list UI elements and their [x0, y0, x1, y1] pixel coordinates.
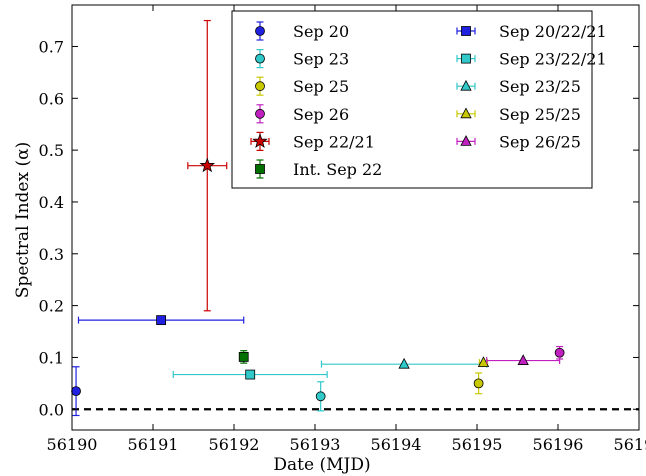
data-point-triangle	[398, 357, 410, 369]
x-axis-label: Date (MJD)	[273, 455, 370, 475]
legend-label: Sep 25/25	[499, 105, 581, 124]
y-axis-label: Spectral Index (α)	[13, 142, 33, 298]
data-point-circle	[71, 386, 81, 397]
x-tick-label: 56192	[209, 435, 260, 454]
data-point-triangle	[517, 354, 529, 365]
legend-label: Sep 22/21	[293, 132, 375, 151]
y-tick-label: 0.5	[39, 141, 64, 160]
data-point-circle	[315, 391, 326, 402]
data-point-star	[199, 157, 216, 173]
series-8	[320, 357, 488, 369]
x-tick-label: 56195	[452, 435, 503, 454]
legend-marker-square	[255, 164, 265, 174]
legend-label: Sep 26	[293, 105, 349, 124]
x-tick-label: 56196	[533, 435, 584, 454]
legend-marker-circle	[255, 53, 265, 64]
series-1	[315, 381, 326, 412]
legend-marker-star	[252, 133, 268, 149]
y-tick-label: 0.1	[39, 348, 64, 367]
y-tick-label: 0.2	[39, 297, 64, 316]
series-7	[172, 369, 328, 380]
x-tick-label: 56191	[128, 435, 179, 454]
legend-entry: Sep 23/25	[456, 77, 581, 96]
plot-area-frame	[71, 4, 640, 431]
x-tick-label: 56194	[371, 435, 422, 454]
data-point-triangle	[477, 356, 490, 368]
legend-entry: Sep 22/21	[250, 131, 375, 151]
legend-label: Sep 25	[293, 77, 349, 96]
legend-marker-triangle	[460, 107, 472, 119]
legend-entry: Sep 25	[255, 76, 349, 96]
legend-entry: Int. Sep 22	[255, 159, 382, 179]
data-point-square	[156, 315, 167, 326]
legend-label: Sep 23	[293, 50, 349, 69]
legend-entry: Sep 20	[255, 21, 349, 41]
legend-label: Sep 20	[293, 22, 349, 41]
series-9	[477, 356, 490, 368]
y-tick-label: 0.7	[39, 37, 64, 56]
legend-marker-square	[461, 26, 471, 36]
legend-marker-circle	[255, 81, 265, 92]
x-tick-label: 56193	[290, 435, 341, 454]
y-tick-label: 0.4	[39, 193, 64, 212]
series-10	[486, 354, 561, 365]
legend-marker-circle	[255, 26, 265, 36]
y-tick-label: 0.3	[39, 245, 64, 264]
legend: Sep 20 Sep 23 Sep 25 Sep 26 Sep 22/21 Int. Se…	[231, 10, 607, 189]
legend-entry: Sep 20/22/21	[456, 22, 607, 41]
data-point-square	[238, 352, 249, 362]
legend-entry: Sep 25/25	[456, 105, 581, 124]
legend-label: Int. Sep 22	[293, 160, 382, 179]
series-5	[238, 350, 249, 364]
x-tick-label: 56197	[614, 435, 646, 454]
legend-marker-square	[461, 53, 471, 64]
legend-entry: Sep 23/22/21	[456, 50, 607, 69]
data-point-circle	[554, 347, 565, 358]
series-2	[473, 372, 484, 395]
x-tick-label: 56190	[47, 435, 98, 454]
legend-label: Sep 20/22/21	[499, 22, 607, 41]
legend-label: Sep 23/22/21	[499, 50, 607, 69]
legend-entry: Sep 26	[255, 104, 349, 124]
legend-marker-triangle	[460, 135, 472, 146]
data-point-circle	[473, 378, 484, 389]
legend-label: Sep 26/25	[499, 132, 581, 151]
legend-marker-triangle	[460, 79, 472, 91]
data-point-square	[245, 369, 256, 380]
y-tick-label: 0.0	[39, 400, 64, 419]
y-tick-label: 0.6	[39, 89, 64, 108]
legend-box	[231, 10, 593, 189]
legend-label: Sep 23/25	[499, 77, 581, 96]
series-6	[77, 315, 245, 326]
legend-entry: Sep 23	[255, 48, 349, 69]
legend-entry: Sep 26/25	[456, 132, 581, 151]
series-4	[187, 19, 228, 312]
legend-marker-circle	[255, 108, 265, 119]
